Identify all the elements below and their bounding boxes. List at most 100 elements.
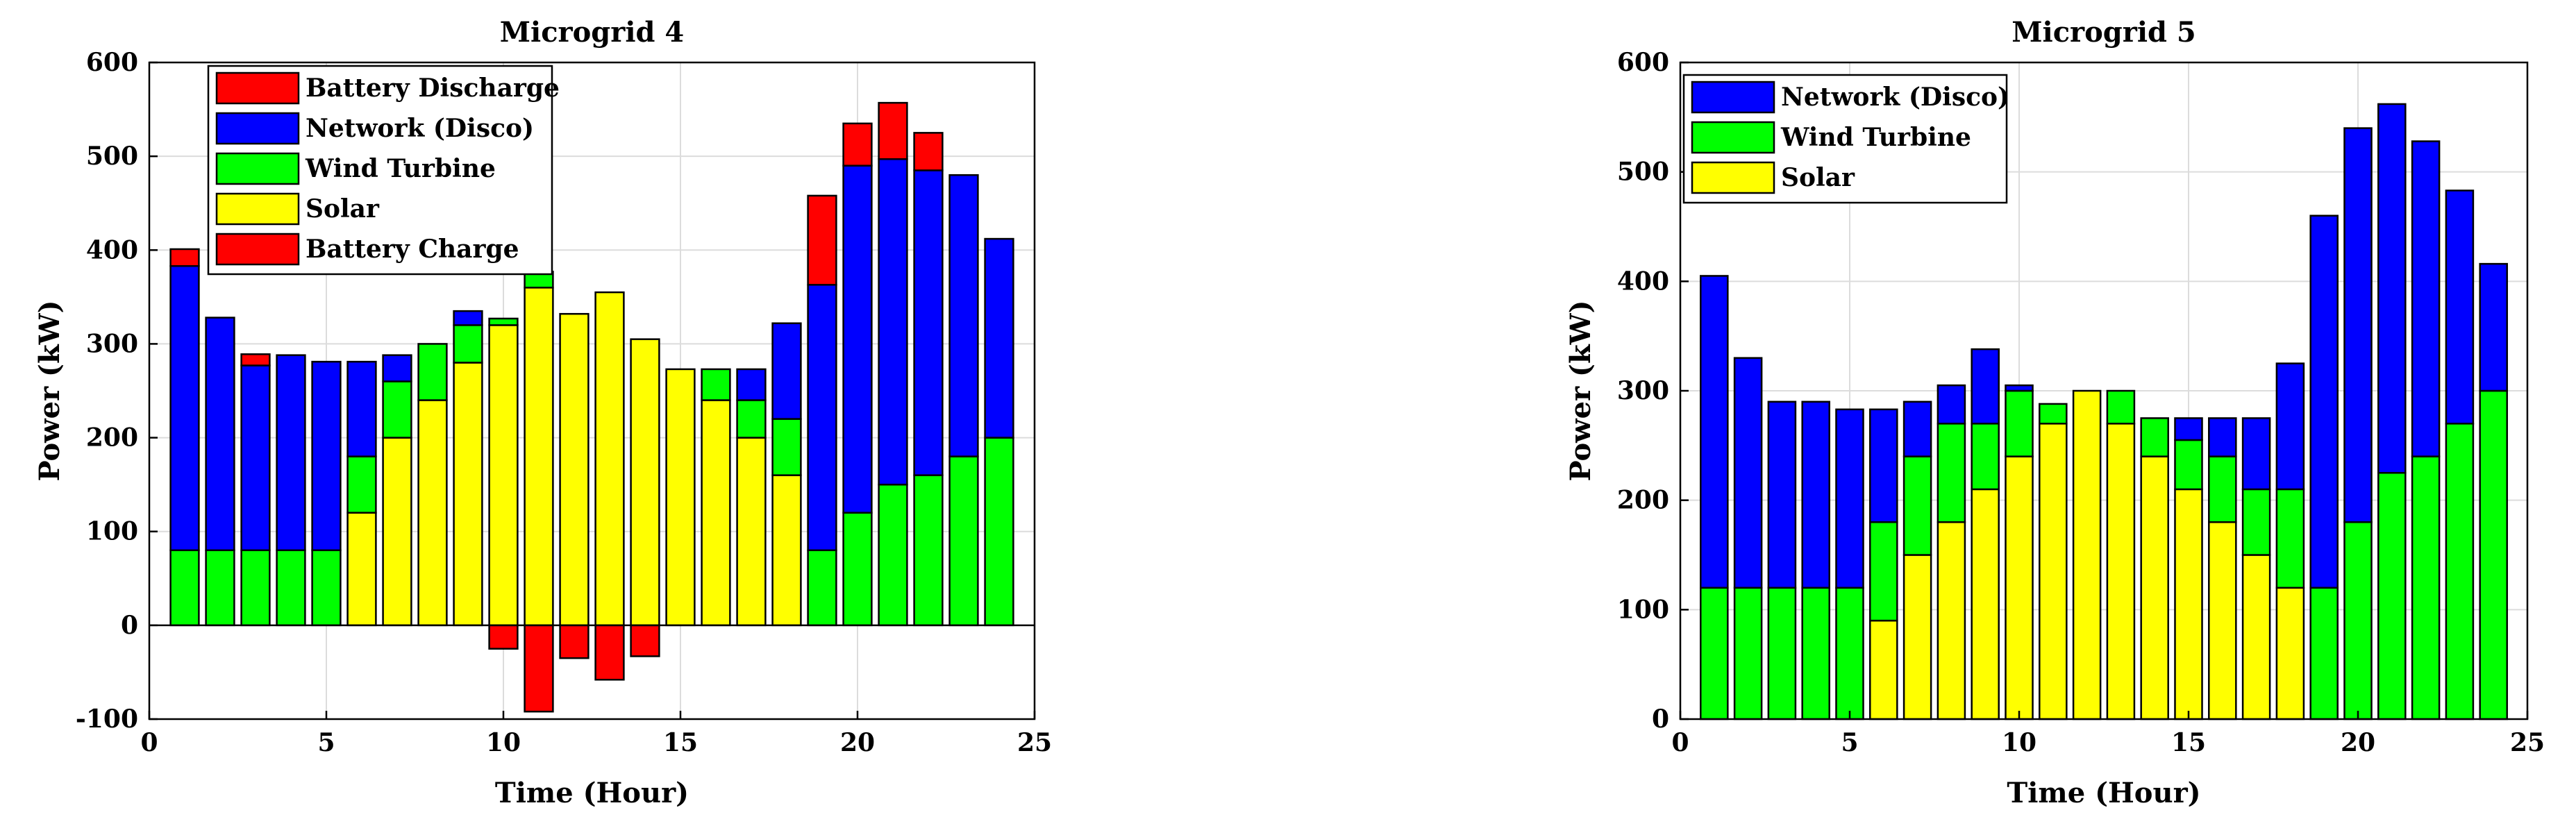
bar-battery-charge xyxy=(630,624,660,657)
bar-wind-turbine xyxy=(2140,417,2169,457)
bar-network-disco xyxy=(2208,417,2237,457)
bar-network-disco xyxy=(2275,362,2305,491)
bar-network-disco xyxy=(2174,417,2203,441)
y-tick-label: 500 xyxy=(86,142,138,171)
bar-solar xyxy=(2072,389,2102,720)
bar-network-disco xyxy=(311,360,342,551)
y-tick-label: 500 xyxy=(1617,158,1669,187)
bar-network-disco xyxy=(807,284,837,551)
x-tick-label: 10 xyxy=(486,728,521,757)
y-tick-label: 0 xyxy=(1652,705,1669,734)
bar-wind-turbine xyxy=(2005,389,2034,457)
x-tick-label: 25 xyxy=(1017,728,1052,757)
bar-network-disco xyxy=(276,354,306,551)
legend-swatch xyxy=(215,233,300,266)
bar-wind-turbine xyxy=(1801,587,1830,720)
chart-title: Microgrid 5 xyxy=(2012,16,2196,49)
y-tick-label: 400 xyxy=(86,235,138,264)
bar-solar xyxy=(559,312,589,627)
bar-network-disco xyxy=(948,174,979,457)
legend-label: Network (Disco) xyxy=(306,114,534,143)
x-axis-label: Time (Hour) xyxy=(495,777,689,809)
bar-wind-turbine xyxy=(1971,423,2000,491)
bar-battery-charge xyxy=(524,624,554,713)
bar-wind-turbine xyxy=(488,317,519,326)
bar-network-disco xyxy=(842,165,873,514)
bar-solar xyxy=(2241,554,2271,720)
bars xyxy=(1700,103,2508,720)
bar-wind-turbine xyxy=(948,455,979,627)
legend-swatch xyxy=(1691,161,1775,194)
bar-solar xyxy=(2208,521,2237,720)
bar-wind-turbine xyxy=(311,549,342,627)
bar-wind-turbine xyxy=(1869,521,1898,622)
chart-title: Microgrid 4 xyxy=(500,16,685,49)
legend: Network (Disco) Wind Turbine Solar xyxy=(1682,74,2009,204)
bar-solar xyxy=(2039,423,2068,720)
y-tick-label: 300 xyxy=(86,329,138,358)
bar-network-disco xyxy=(1700,275,1729,589)
bar-wind-turbine xyxy=(169,549,200,627)
legend-swatch xyxy=(1691,81,1775,114)
bar-wind-turbine xyxy=(1700,587,1729,720)
y-tick-label: 100 xyxy=(86,517,138,546)
legend-label: Battery Discharge xyxy=(306,74,560,103)
bar-wind-turbine xyxy=(240,549,271,627)
bar-wind-turbine xyxy=(2039,403,2068,425)
bar-battery-discharge xyxy=(169,248,200,267)
bar-wind-turbine xyxy=(2343,521,2373,720)
bar-wind-turbine xyxy=(2241,488,2271,556)
bar-solar xyxy=(2140,455,2169,720)
x-tick-label: 20 xyxy=(840,728,875,757)
legend-label: Solar xyxy=(306,194,380,224)
bar-wind-turbine xyxy=(771,418,802,476)
bar-wind-turbine xyxy=(346,455,377,514)
bar-wind-turbine xyxy=(2309,587,2339,720)
bar-solar xyxy=(382,437,412,627)
y-tick-label: 300 xyxy=(1617,376,1669,405)
bar-wind-turbine xyxy=(1937,423,1966,523)
bar-wind-turbine xyxy=(842,512,873,627)
x-tick-label: 10 xyxy=(2002,728,2036,757)
bar-solar xyxy=(1937,521,1966,720)
bar-solar xyxy=(701,399,731,627)
bar-network-disco xyxy=(2309,214,2339,589)
legend-label: Solar xyxy=(1781,163,1855,192)
axes-box xyxy=(148,61,1036,720)
y-tick-label: 400 xyxy=(1617,267,1669,296)
x-tick-label: 20 xyxy=(2341,728,2375,757)
y-tick-label: 200 xyxy=(1617,486,1669,515)
bar-network-disco xyxy=(205,317,235,551)
bar-solar xyxy=(1902,554,1932,720)
bar-solar xyxy=(2106,423,2136,720)
x-tick-label: 0 xyxy=(1671,728,1689,757)
y-tick-label: 200 xyxy=(86,423,138,453)
bar-solar xyxy=(346,512,377,627)
bar-network-disco xyxy=(2005,384,2034,392)
bar-network-disco xyxy=(771,322,802,420)
bar-network-disco xyxy=(1801,401,1830,589)
bar-network-disco xyxy=(2411,140,2441,457)
bar-network-disco xyxy=(984,237,1014,439)
x-tick-label: 15 xyxy=(2171,728,2206,757)
y-tick-label: 0 xyxy=(121,611,138,640)
bar-solar xyxy=(630,338,660,627)
bar-wind-turbine xyxy=(2275,488,2305,589)
legend: Battery Discharge Network (Disco) Wind Tur… xyxy=(207,65,560,276)
bar-battery-charge xyxy=(488,624,519,650)
y-axis-label: Power (kW) xyxy=(33,300,66,481)
y-tick-label: -100 xyxy=(76,705,138,734)
bar-network-disco xyxy=(1733,357,1763,589)
bar-network-disco xyxy=(453,310,483,326)
bar-solar xyxy=(2275,587,2305,720)
bar-network-disco xyxy=(382,354,412,382)
bars xyxy=(169,101,1014,713)
bar-network-disco xyxy=(878,158,908,486)
bar-wind-turbine xyxy=(417,343,448,401)
y-tick-label: 100 xyxy=(1617,595,1669,624)
bar-wind-turbine xyxy=(1835,587,1864,720)
bar-battery-charge xyxy=(559,624,589,659)
x-tick-label: 15 xyxy=(663,728,698,757)
bar-network-disco xyxy=(2241,417,2271,491)
